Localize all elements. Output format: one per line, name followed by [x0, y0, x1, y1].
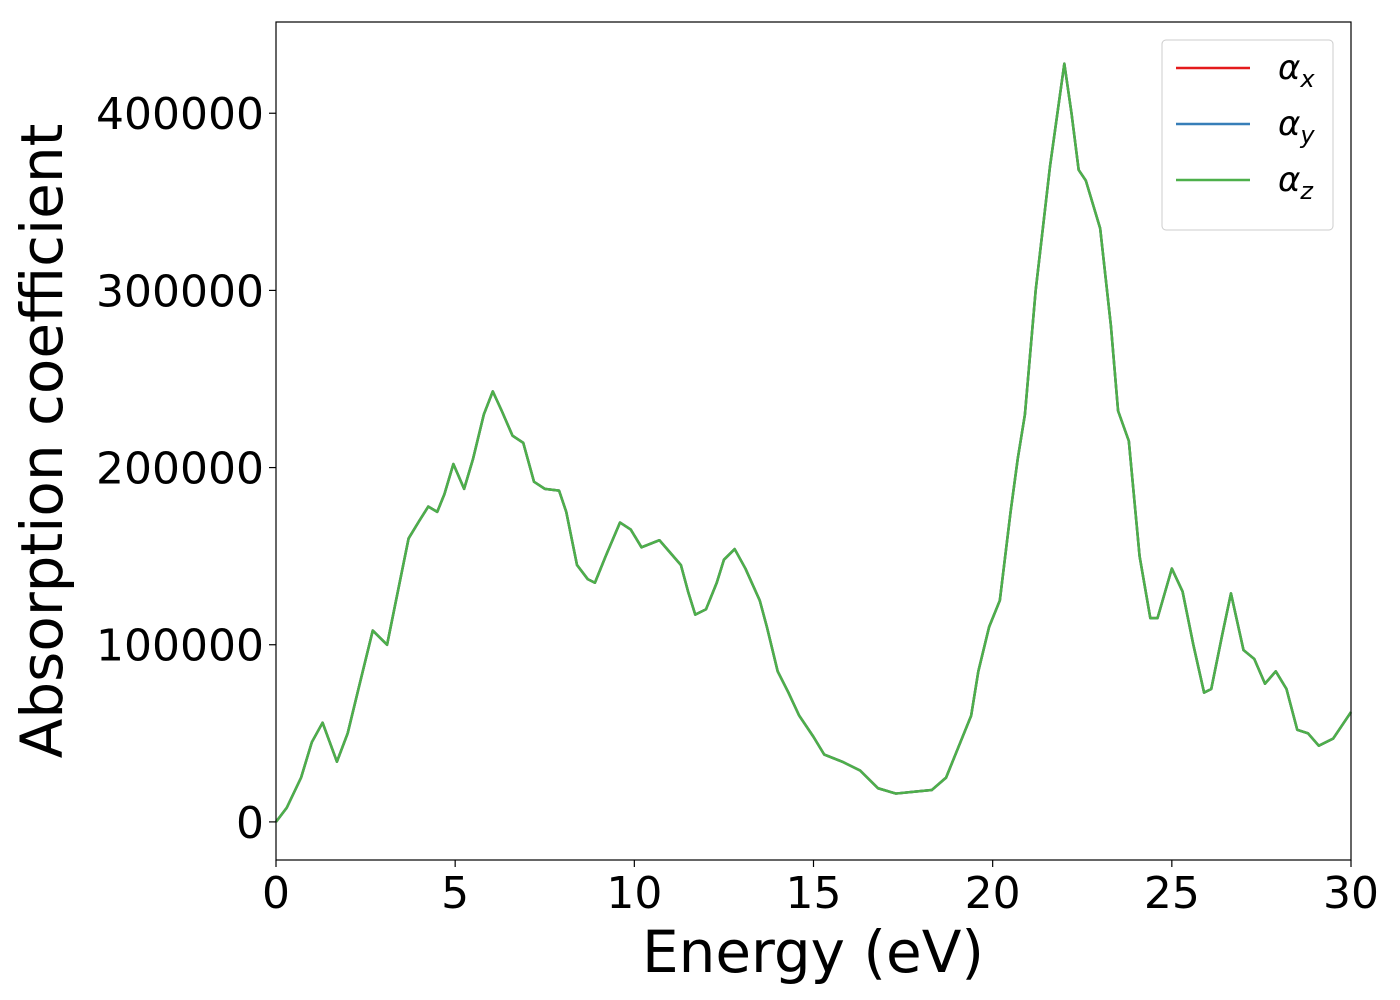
legend: αx αy αz — [1161, 39, 1334, 231]
x-tick-label: 10 — [606, 868, 662, 919]
y-tick-label: 400000 — [96, 89, 264, 140]
x-tick-label: 25 — [1144, 868, 1200, 919]
y-tick-label: 200000 — [96, 444, 264, 495]
x-tick-label: 15 — [786, 868, 842, 919]
legend-label: αy — [1278, 104, 1315, 149]
axes-frame — [275, 21, 1352, 861]
x-tick-label: 5 — [441, 868, 469, 919]
x-axis-label: Energy (eV) — [642, 918, 984, 986]
legend-box — [1161, 39, 1334, 231]
y-tick-label: 0 — [236, 798, 264, 849]
data-line — [275, 62, 1353, 823]
x-tick-label: 20 — [965, 868, 1021, 919]
legend-label: αz — [1278, 160, 1314, 205]
y-tick-label: 100000 — [96, 621, 264, 672]
y-tick-label: 300000 — [96, 266, 264, 317]
legend-label: αx — [1278, 48, 1315, 93]
x-tick-label: 30 — [1323, 868, 1379, 919]
x-tick-label: 0 — [262, 868, 290, 919]
y-axis-label: Absorption coefficient — [8, 124, 76, 759]
